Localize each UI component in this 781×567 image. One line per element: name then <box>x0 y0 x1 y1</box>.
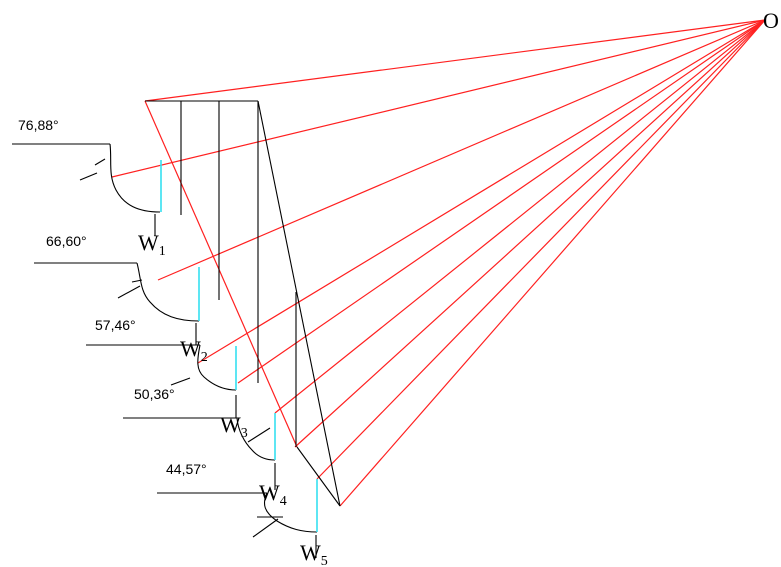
arc-4 <box>236 417 276 461</box>
weight-label-1-main: W <box>138 230 159 255</box>
weight-label-5-main: W <box>300 540 321 565</box>
pole-label: O <box>763 8 779 33</box>
ray-3 <box>157 19 766 281</box>
weight-label-2: W2 <box>180 336 208 365</box>
tick-3 <box>170 377 191 386</box>
tick-5 <box>252 518 279 538</box>
weight-label-3: W3 <box>220 412 248 441</box>
ray-7 <box>294 19 766 448</box>
arc-3 <box>197 344 237 391</box>
weight-arrows <box>154 214 317 558</box>
slip-line <box>144 100 298 448</box>
lower-edge <box>296 446 341 507</box>
rays-from-pole <box>111 19 766 507</box>
arc-1 <box>109 143 161 213</box>
weight-label-5-sub: 5 <box>321 554 328 567</box>
weight-label-1-sub: 1 <box>159 244 166 259</box>
weight-label-5: W5 <box>300 540 328 567</box>
angle-label-2: 66,60° <box>46 233 87 249</box>
weight-label-2-sub: 2 <box>201 350 208 365</box>
ray-8 <box>316 19 766 480</box>
weight-label-4: W4 <box>259 480 287 509</box>
weight-verticals <box>160 160 318 532</box>
ray-4 <box>197 19 766 364</box>
weight-label-4-sub: 4 <box>280 494 287 509</box>
ray-6 <box>274 19 766 414</box>
tick-1b <box>94 158 106 166</box>
angle-label-1: 76,88° <box>18 117 59 133</box>
arc-5 <box>263 492 318 533</box>
angle-label-5: 44,57° <box>166 461 207 477</box>
ray-5 <box>237 19 766 384</box>
ray-2 <box>111 19 766 178</box>
slice-structure <box>12 100 341 538</box>
angle-label-3: 57,46° <box>95 317 136 333</box>
weight-label-3-sub: 3 <box>241 426 248 441</box>
ray-9-bottom <box>339 19 766 507</box>
weight-label-1: W1 <box>138 230 166 259</box>
arc-2 <box>136 262 200 322</box>
closing-line <box>257 100 341 507</box>
weight-label-3-main: W <box>220 412 241 437</box>
weight-label-2-main: W <box>180 336 201 361</box>
ray-1-top <box>144 19 766 102</box>
tick-2b <box>131 279 143 283</box>
tick-2 <box>117 285 141 299</box>
angle-label-4: 50,36° <box>134 386 175 402</box>
tick-1 <box>79 172 98 181</box>
weight-label-4-main: W <box>259 480 280 505</box>
tick-4 <box>247 427 271 443</box>
